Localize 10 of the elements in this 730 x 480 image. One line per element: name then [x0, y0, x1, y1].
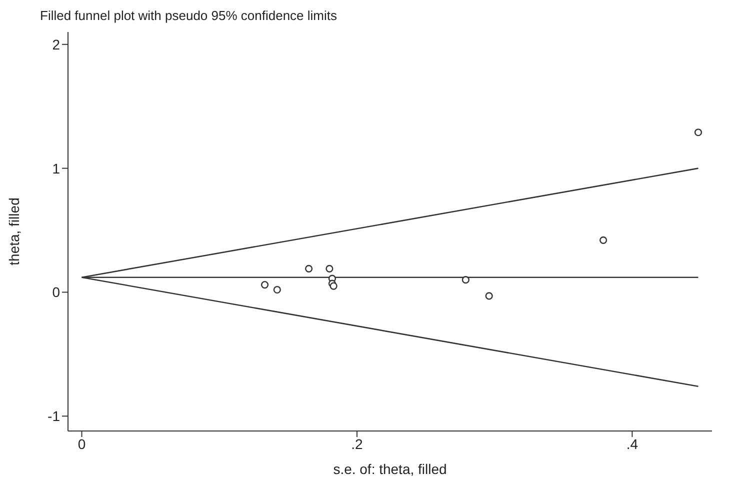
x-tick-label: .4: [626, 436, 638, 452]
y-tick-label: -1: [48, 408, 60, 424]
y-tick-label: 1: [52, 160, 60, 176]
chart-title: Filled funnel plot with pseudo 95% confidence limits: [40, 8, 338, 23]
x-axis-title: s.e. of: theta, filled: [333, 461, 447, 477]
x-tick-label: 0: [78, 436, 86, 452]
y-tick-label: 0: [52, 284, 60, 300]
y-tick-label: 2: [52, 36, 60, 52]
x-tick-label: .2: [351, 436, 364, 452]
y-axis-title: theta, filled: [6, 198, 22, 266]
